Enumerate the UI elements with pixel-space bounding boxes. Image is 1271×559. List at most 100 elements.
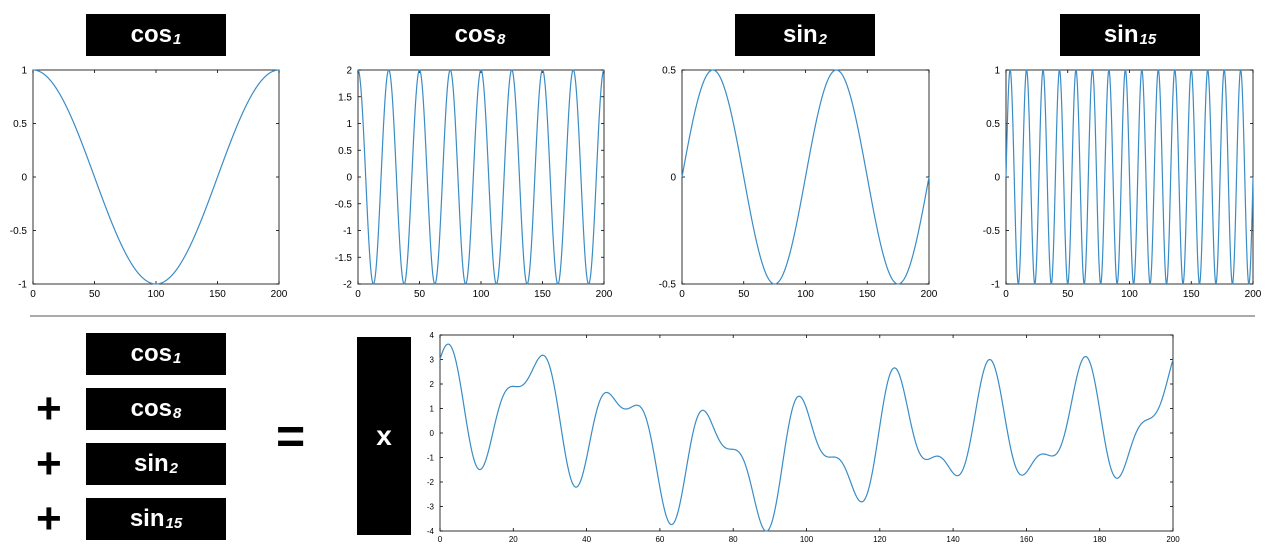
x-tick-label: 80 (729, 535, 738, 544)
x-tick-label: 0 (438, 535, 443, 544)
plus-symbol: + (36, 439, 62, 488)
y-tick-label: -0.5 (659, 280, 677, 291)
x-tick-label: 100 (1121, 289, 1138, 300)
y-tick-label: 0.5 (986, 119, 1000, 130)
y-tick-label: 0.5 (13, 119, 27, 130)
chart-4: 0 20 40 60 80 100 120 140 160 180 200 -4 -3 -2 -1 0 1 2 3 4 (427, 331, 1180, 544)
x-tick-label: 150 (534, 289, 551, 300)
x-tick-label: 0 (679, 289, 685, 300)
y-tick-label: 1 (346, 119, 352, 130)
label-base: sin (1103, 21, 1139, 48)
x-tick-label: 0 (1003, 289, 1009, 300)
label-base: sin (133, 450, 169, 477)
y-tick-label: 0 (346, 173, 352, 184)
axes-frame (357, 69, 605, 285)
x-tick-label: 50 (414, 289, 426, 300)
y-tick-label: 1 (994, 66, 1000, 77)
label-cos1-sum: cos 1 (86, 333, 226, 375)
label-base: cos (130, 21, 172, 48)
y-tick-label: -0.5 (983, 226, 1001, 237)
y-tick-label: 1 (21, 66, 27, 77)
label-sub: 1 (173, 30, 182, 48)
label-base: cos (130, 340, 172, 367)
x-tick-label: 0 (30, 289, 36, 300)
y-tick-label: -1.5 (335, 253, 353, 264)
plus-symbol: + (36, 384, 62, 433)
x-tick-label: 20 (509, 535, 518, 544)
x-tick-label: 200 (1166, 535, 1180, 544)
series-line (1005, 68, 1254, 286)
y-tick-label: -1 (991, 280, 1000, 291)
label-sin2-top: sin 2 (735, 14, 875, 56)
x-tick-label: 50 (1062, 289, 1074, 300)
y-tick-label: -4 (427, 527, 435, 536)
chart-0: 0 50 100 150 200 -1 -0.5 0 0.5 1 (10, 66, 288, 301)
charts-layer: 0 50 100 150 200-1-0.500.510 50 100 150 200-2-1.… (10, 66, 1262, 545)
y-tick-label: 4 (430, 331, 435, 340)
label-sub: 15 (165, 514, 183, 532)
y-tick-label: -3 (427, 502, 435, 511)
series-line (33, 69, 279, 285)
x-tick-label: 150 (859, 289, 876, 300)
y-tick-label: -1 (343, 226, 352, 237)
x-tick-label: 100 (148, 289, 165, 300)
y-tick-label: 1.5 (338, 92, 352, 103)
x-tick-label: 100 (797, 289, 814, 300)
x-tick-label: 100 (473, 289, 490, 300)
y-tick-label: -0.5 (10, 226, 28, 237)
label-sub: 1 (173, 349, 182, 367)
label-base: cos (454, 21, 496, 48)
x-tick-label: 200 (1245, 289, 1262, 300)
chart-1: 0 50 100 150 200 -2 -1.5 -1 -0.5 0 0.5 1 1.5 2 (335, 66, 613, 301)
x-tick-label: 50 (738, 289, 750, 300)
x-tick-label: 100 (800, 535, 814, 544)
plus-symbol: + (36, 494, 62, 543)
y-tick-label: -1 (427, 453, 435, 462)
label-cos8-top: cos 8 (410, 14, 550, 56)
x-tick-label: 160 (1020, 535, 1034, 544)
y-tick-label: 0 (670, 173, 676, 184)
x-tick-label: 140 (946, 535, 960, 544)
x-tick-label: 50 (89, 289, 101, 300)
label-base: cos (130, 395, 172, 422)
axes-frame (32, 69, 280, 285)
y-tick-label: -2 (343, 280, 352, 291)
label-sin15-sum: sin 15 (86, 498, 226, 540)
label-sin15-top: sin 15 (1060, 14, 1200, 56)
y-tick-label: 0.5 (338, 146, 352, 157)
chart-3: 0 50 100 150 200 -1 -0.5 0 0.5 1 (983, 66, 1262, 301)
x-tick-label: 60 (655, 535, 664, 544)
x-tick-label: 180 (1093, 535, 1107, 544)
label-sub: 8 (173, 404, 182, 422)
label-sub: 2 (169, 459, 179, 477)
x-tick-label: 150 (209, 289, 226, 300)
y-tick-label: 3 (430, 355, 435, 364)
y-tick-label: -1 (18, 280, 27, 291)
y-tick-label: 2 (430, 380, 435, 389)
label-sub: 15 (1139, 30, 1157, 48)
x-tick-label: 40 (582, 535, 591, 544)
chart-2: 0 50 100 150 200-0.500.5 (659, 66, 938, 301)
equals-symbol: = (276, 408, 306, 464)
label-cos8-sum: cos 8 (86, 388, 226, 430)
result-label-box: x (357, 337, 411, 535)
y-tick-label: 1 (430, 404, 435, 413)
label-base: sin (129, 505, 165, 532)
y-tick-label: 0 (994, 173, 1000, 184)
label-sin2-sum: sin 2 (86, 443, 226, 485)
label-base: sin (782, 21, 818, 48)
label-sub: 8 (497, 30, 506, 48)
x-tick-label: 0 (355, 289, 361, 300)
x-tick-label: 200 (596, 289, 613, 300)
y-tick-label: -2 (427, 478, 435, 487)
label-cos1-top: cos 1 (86, 14, 226, 56)
x-tick-label: 150 (1183, 289, 1200, 300)
x-tick-label: 200 (921, 289, 938, 300)
y-tick-label: 0 (21, 173, 27, 184)
axes-frame (439, 334, 1174, 532)
series-line (681, 69, 930, 285)
x-tick-label: 200 (271, 289, 288, 300)
y-tick-label: 0 (430, 429, 435, 438)
label-sub: 2 (818, 30, 828, 48)
